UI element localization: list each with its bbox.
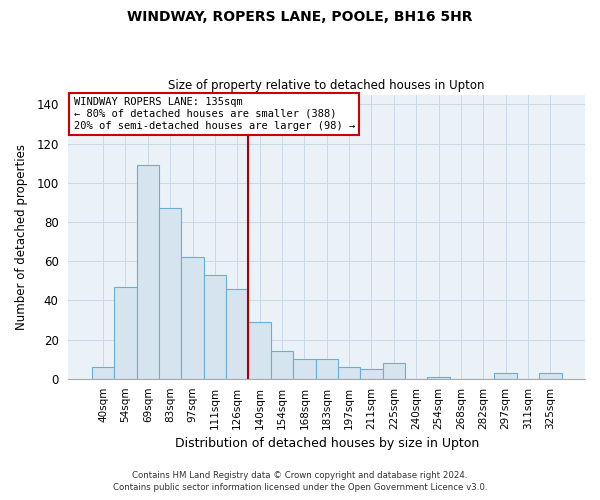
Bar [539,373,562,379]
Bar [92,367,114,379]
Bar [248,322,271,379]
Text: WINDWAY, ROPERS LANE, POOLE, BH16 5HR: WINDWAY, ROPERS LANE, POOLE, BH16 5HR [127,10,473,24]
Y-axis label: Number of detached properties: Number of detached properties [15,144,28,330]
Bar [338,367,360,379]
X-axis label: Distribution of detached houses by size in Upton: Distribution of detached houses by size … [175,437,479,450]
Bar [316,360,338,379]
Bar [114,286,137,379]
Text: WINDWAY ROPERS LANE: 135sqm
← 80% of detached houses are smaller (388)
20% of se: WINDWAY ROPERS LANE: 135sqm ← 80% of det… [74,98,355,130]
Bar [383,363,405,379]
Bar [494,373,517,379]
Bar [137,165,159,379]
Bar [271,352,293,379]
Text: Contains HM Land Registry data © Crown copyright and database right 2024.
Contai: Contains HM Land Registry data © Crown c… [113,471,487,492]
Title: Size of property relative to detached houses in Upton: Size of property relative to detached ho… [169,79,485,92]
Bar [159,208,181,379]
Bar [181,258,204,379]
Bar [226,288,248,379]
Bar [204,275,226,379]
Bar [293,360,316,379]
Bar [360,369,383,379]
Bar [427,377,450,379]
